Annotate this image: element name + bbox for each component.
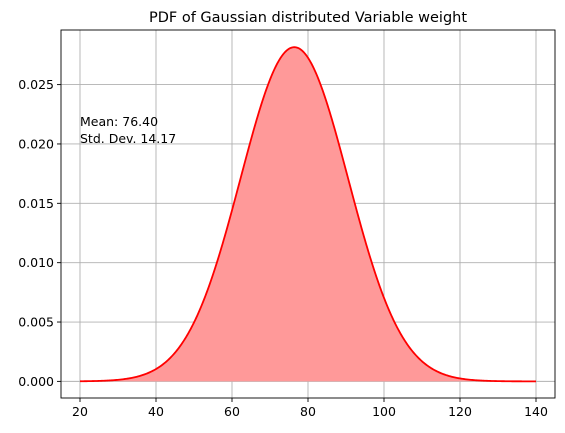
chart-title: PDF of Gaussian distributed Variable wei… [149, 10, 467, 26]
pdf-curve [79, 46, 536, 383]
pdf-line [79, 46, 536, 383]
x-tick-label: 80 [300, 404, 316, 419]
y-axis: 0.000 0.005 0.010 0.015 0.020 0.025 [18, 77, 61, 389]
pdf-fill-area [80, 47, 536, 382]
y-tick-label: 0.005 [18, 315, 54, 330]
x-tick-label: 120 [448, 404, 472, 419]
y-tick-label: 0.015 [18, 196, 54, 211]
x-tick-label: 140 [524, 404, 548, 419]
y-tick-label: 0.000 [18, 374, 54, 389]
pdf-area [80, 47, 536, 382]
x-tick-label: 20 [72, 404, 88, 419]
std-dev-annotation: Std. Dev. 14.17 [80, 131, 176, 146]
stats-annotation: Mean: 76.40 Std. Dev. 14.17 [80, 114, 176, 146]
mean-annotation: Mean: 76.40 [80, 114, 158, 129]
x-tick-label: 60 [224, 404, 240, 419]
x-tick-label: 100 [372, 404, 396, 419]
y-tick-label: 0.025 [18, 77, 54, 92]
y-tick-label: 0.020 [18, 136, 54, 151]
x-tick-label: 40 [148, 404, 164, 419]
y-tick-label: 0.010 [18, 255, 54, 270]
x-axis: 20 40 60 80 100 120 140 [72, 398, 548, 419]
